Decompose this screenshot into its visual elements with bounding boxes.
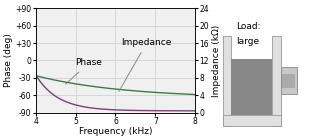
Text: Phase: Phase [66, 58, 102, 84]
Bar [282, 74, 295, 88]
Y-axis label: Impedance (kΩ): Impedance (kΩ) [212, 24, 221, 97]
Bar [231, 59, 272, 115]
Y-axis label: Phase (deg): Phase (deg) [4, 33, 13, 87]
Bar [223, 36, 231, 126]
Text: large: large [236, 37, 259, 46]
Bar [223, 115, 281, 126]
Text: Load:: Load: [236, 22, 260, 31]
X-axis label: Frequency (kHz): Frequency (kHz) [79, 127, 152, 136]
Bar [272, 36, 281, 126]
Bar [281, 67, 297, 94]
Text: Impedance: Impedance [119, 39, 172, 91]
